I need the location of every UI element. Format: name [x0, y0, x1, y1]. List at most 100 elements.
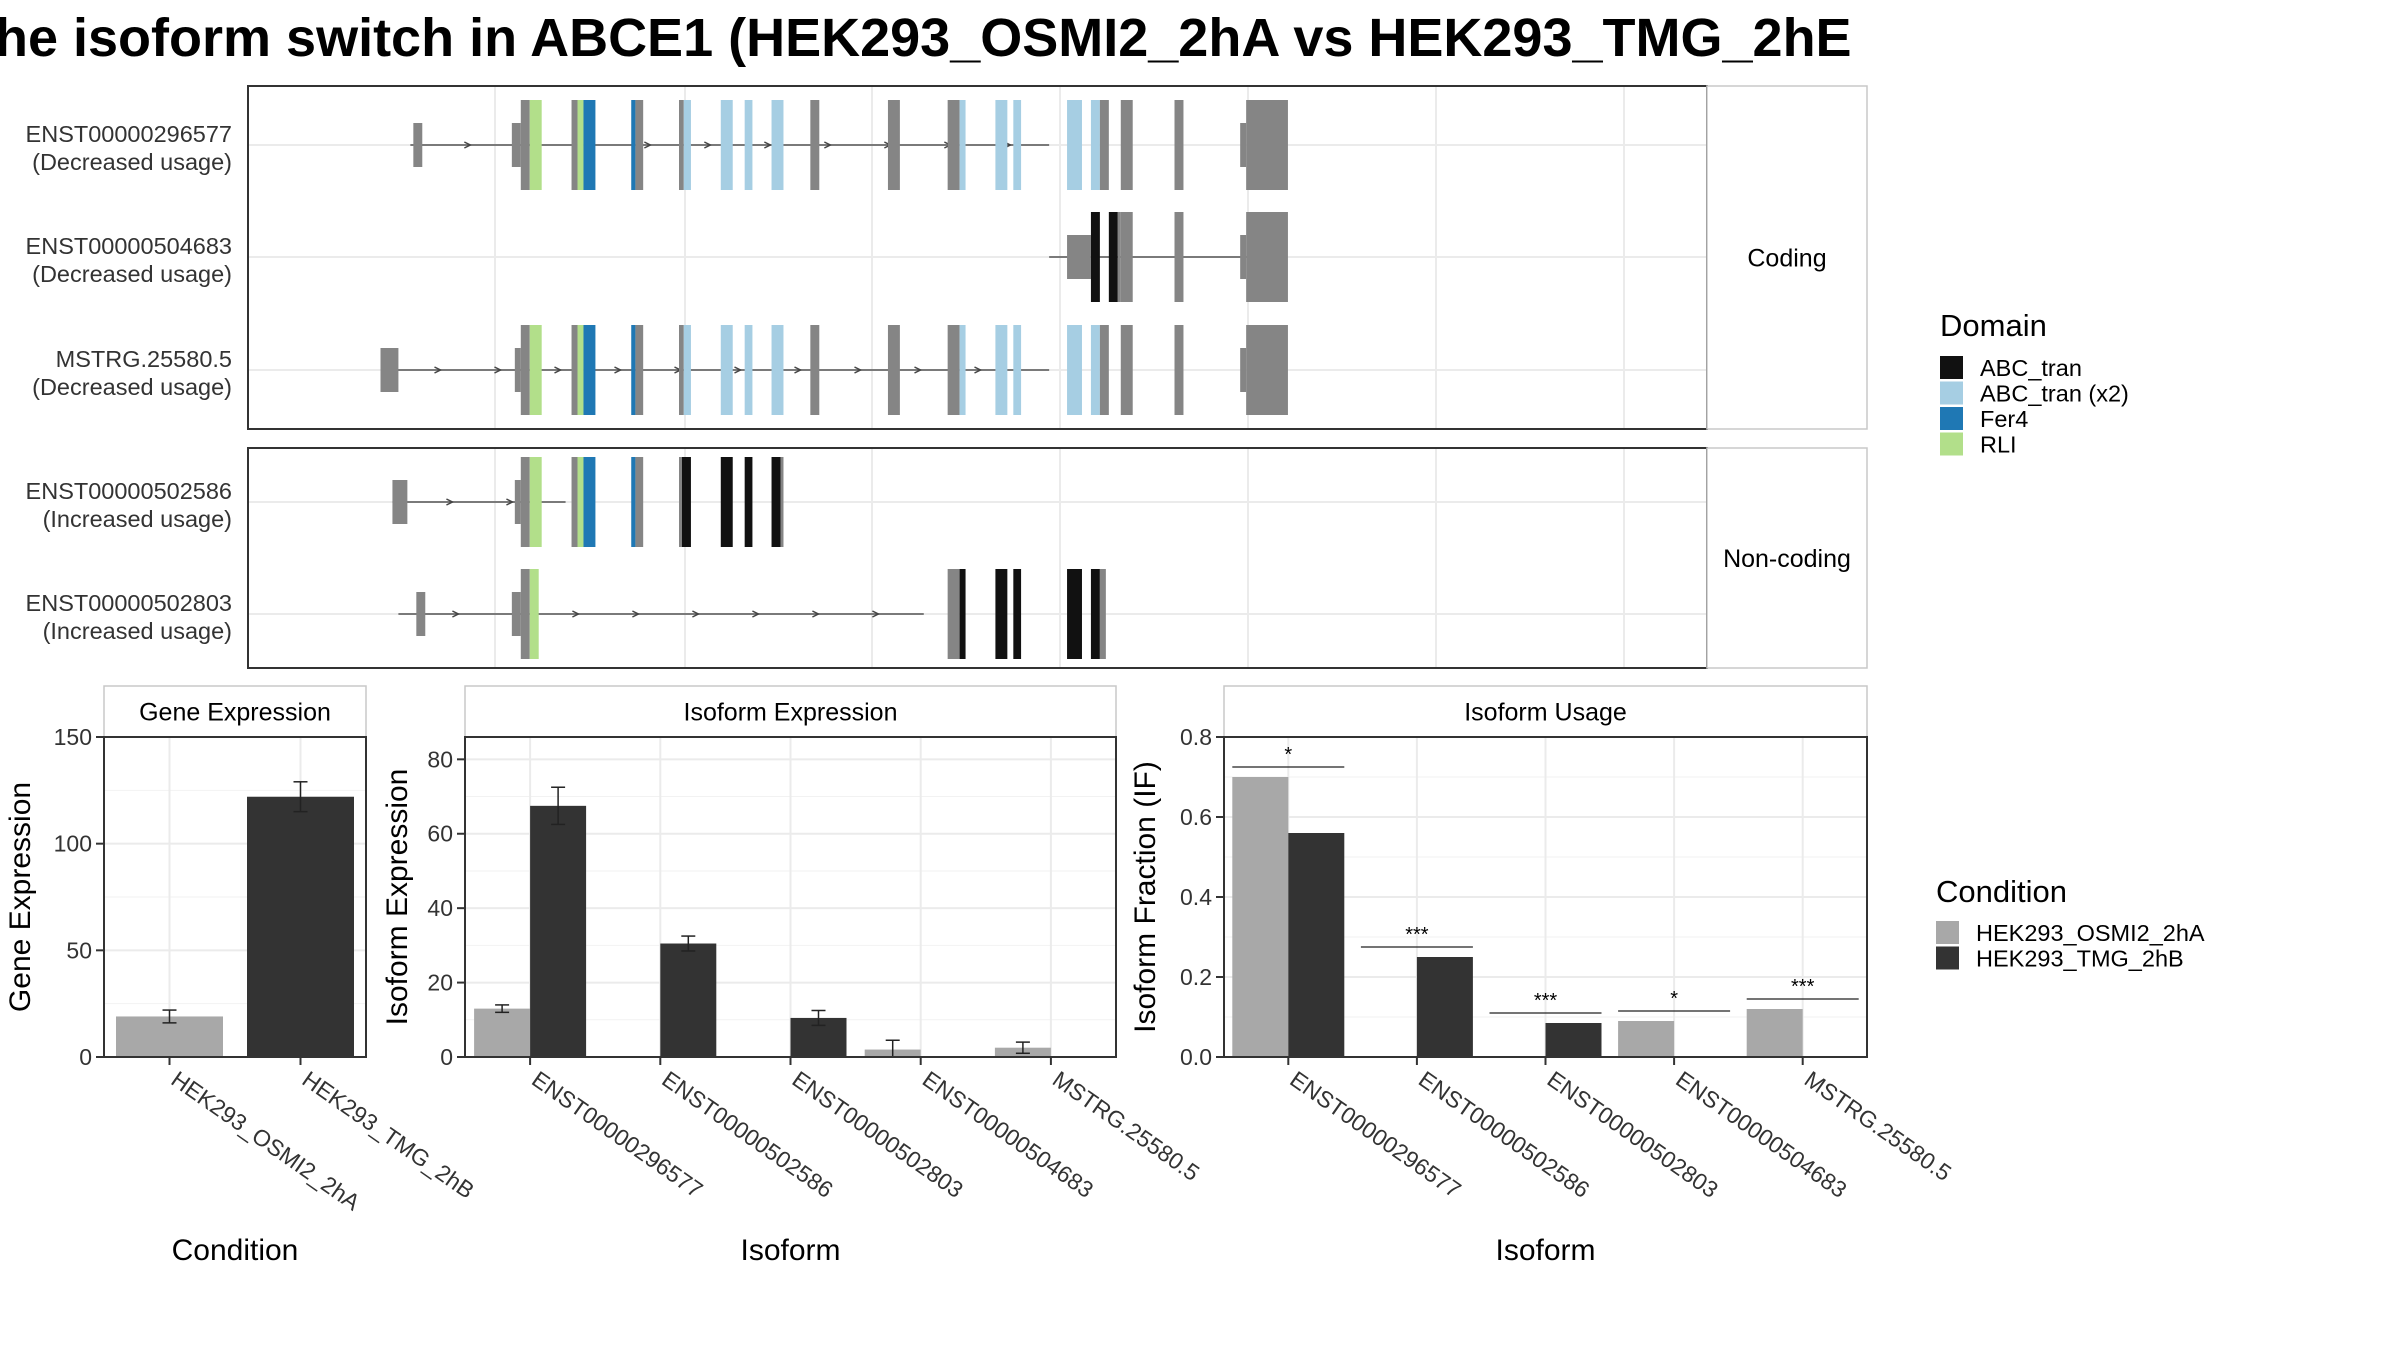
domain-block [583, 325, 596, 415]
domain-block [744, 100, 753, 190]
domain-block [959, 569, 966, 659]
x-axis-title: Isoform [740, 1234, 840, 1267]
y-tick-label: 0.6 [1180, 804, 1212, 830]
domain-block [959, 100, 966, 190]
domain-block [583, 100, 596, 190]
strand-arrow [506, 498, 515, 506]
exon-block [679, 100, 684, 190]
transcript-usage-label: (Decreased usage) [32, 261, 232, 287]
domain-block [529, 100, 542, 190]
strand-arrow [812, 610, 821, 618]
y-tick-label: 80 [427, 746, 453, 772]
y-tick-label: 150 [54, 724, 92, 750]
domain-block [1090, 325, 1100, 415]
exon-block [1067, 235, 1091, 279]
y-tick-label: 0 [79, 1044, 92, 1070]
bar [1746, 1009, 1803, 1057]
significance-marker: * [1670, 988, 1678, 1010]
bar [1416, 957, 1473, 1057]
facet-strip [464, 685, 1117, 738]
exon-block [514, 348, 521, 392]
domain-block [577, 325, 584, 415]
domain-block [583, 457, 596, 547]
bar [530, 805, 587, 1057]
legend-title: Domain [1940, 308, 2047, 343]
y-tick-label: 50 [66, 937, 92, 963]
transcript-id-label: ENST00000502586 [26, 478, 232, 504]
domain-block [683, 100, 691, 190]
strand-arrow [794, 366, 803, 374]
exon-block [1120, 212, 1133, 302]
exon-block [635, 100, 644, 190]
chart-title: Isoform Expression [684, 699, 898, 727]
strand-arrow [764, 141, 773, 149]
exon-block [1240, 348, 1247, 392]
panel-border [103, 736, 367, 1058]
exon-block [1246, 212, 1288, 302]
domain-block [744, 457, 753, 547]
domain-block [529, 569, 539, 659]
strand-arrow [494, 366, 503, 374]
legend-swatch [1940, 407, 1963, 430]
strand-arrow [872, 610, 881, 618]
transcript-id-label: ENST00000504683 [26, 233, 232, 259]
domain-block [771, 325, 784, 415]
exon-block [887, 100, 900, 190]
domain-block [1090, 100, 1100, 190]
domain-block [720, 100, 733, 190]
exon-block [1120, 325, 1133, 415]
exon-block [1240, 235, 1247, 279]
facet-strip [1706, 85, 1868, 430]
legend-title: Condition [1936, 874, 2067, 909]
strand-arrow [824, 141, 833, 149]
domain-block [529, 325, 542, 415]
exon-block [413, 123, 423, 167]
strand-arrow [644, 141, 653, 149]
transcript-usage-label: (Increased usage) [43, 618, 232, 644]
exon-block [520, 100, 530, 190]
significance-marker: *** [1534, 990, 1558, 1012]
exon-block [1099, 325, 1109, 415]
strand-arrow [464, 141, 473, 149]
facet-strip [1706, 447, 1868, 669]
exon-block [635, 325, 644, 415]
strand-arrow [704, 141, 713, 149]
transcript-usage-label: (Decreased usage) [32, 149, 232, 175]
bar [247, 796, 354, 1057]
exon-block [780, 457, 784, 547]
bar [474, 1008, 531, 1057]
strand-arrow [974, 366, 983, 374]
exon-block [571, 457, 578, 547]
domain-block [1067, 100, 1082, 190]
domain-block [577, 100, 584, 190]
domain-block [771, 100, 784, 190]
domain-block [1067, 569, 1082, 659]
x-axis-title: Condition [172, 1234, 299, 1267]
exon-block [1174, 212, 1184, 302]
exon-block [1174, 100, 1184, 190]
exon-block [520, 457, 530, 547]
y-tick-label: 0.0 [1180, 1044, 1212, 1070]
transcript-row: ENST00000504683(Decreased usage) [26, 212, 1288, 302]
y-axis-title: Isoform Fraction (IF) [1129, 761, 1162, 1033]
panel-background [248, 448, 1707, 668]
domain-block [1108, 212, 1118, 302]
bar [1618, 1021, 1675, 1057]
domain-block [1067, 325, 1082, 415]
y-axis-title: Isoform Expression [381, 769, 414, 1026]
domain-block [631, 325, 636, 415]
y-tick-label: 100 [54, 831, 92, 857]
domain-block [771, 457, 781, 547]
legend-label: HEK293_OSMI2_2hA [1976, 920, 2205, 946]
exon-block [887, 325, 900, 415]
legend-swatch [1940, 381, 1963, 405]
exon-block [520, 569, 530, 659]
bar [1232, 777, 1289, 1057]
exon-block [679, 325, 684, 415]
y-axis-title: Gene Expression [4, 782, 37, 1012]
domain-block [744, 325, 753, 415]
